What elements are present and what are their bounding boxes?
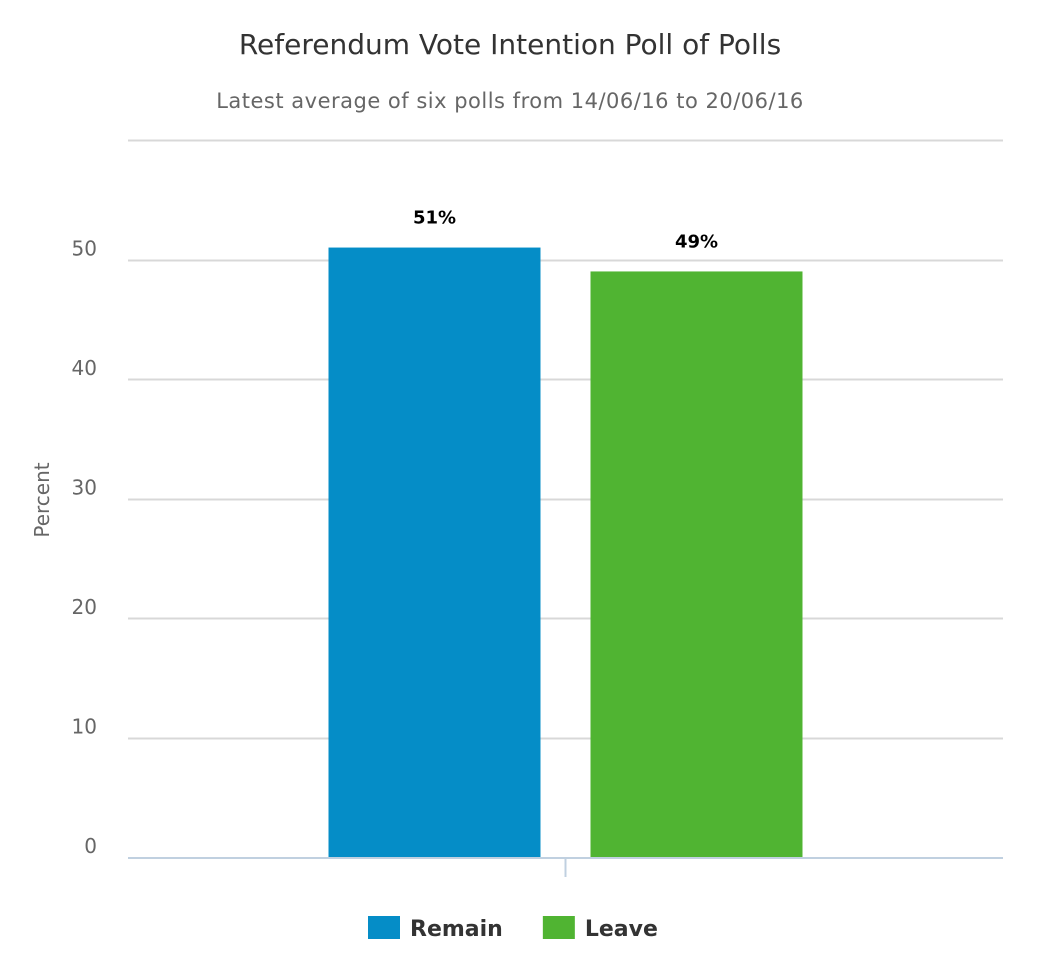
chart-title: Referendum Vote Intention Poll of Polls	[239, 28, 781, 61]
legend-label-leave: Leave	[585, 917, 658, 942]
y-tick-label: 10	[72, 715, 97, 739]
y-tick-label: 30	[72, 476, 97, 500]
y-tick-label: 0	[84, 834, 97, 858]
y-axis-ticks: 0 10 20 30 40 50	[72, 237, 97, 859]
bar-leave[interactable]	[590, 271, 803, 857]
y-axis-title: Percent	[30, 462, 54, 537]
bars	[328, 247, 803, 858]
data-labels: 51% 49%	[413, 208, 718, 253]
legend-label-remain: Remain	[410, 917, 503, 942]
data-label-remain: 51%	[413, 208, 456, 229]
gridlines	[128, 139, 1003, 740]
legend-swatch-leave	[542, 916, 575, 939]
y-tick-label: 40	[72, 356, 97, 380]
chart-subtitle: Latest average of six polls from 14/06/1…	[216, 89, 804, 113]
y-tick-label: 20	[72, 595, 97, 619]
bar-remain[interactable]	[328, 247, 541, 858]
data-label-leave: 49%	[675, 231, 718, 252]
y-tick-label: 50	[72, 237, 97, 261]
legend-swatch-remain	[368, 916, 400, 939]
x-axis	[128, 857, 1003, 877]
legend-item-leave[interactable]: Leave	[542, 916, 658, 942]
legend: Remain Leave	[368, 916, 658, 942]
legend-item-remain[interactable]: Remain	[368, 916, 503, 942]
